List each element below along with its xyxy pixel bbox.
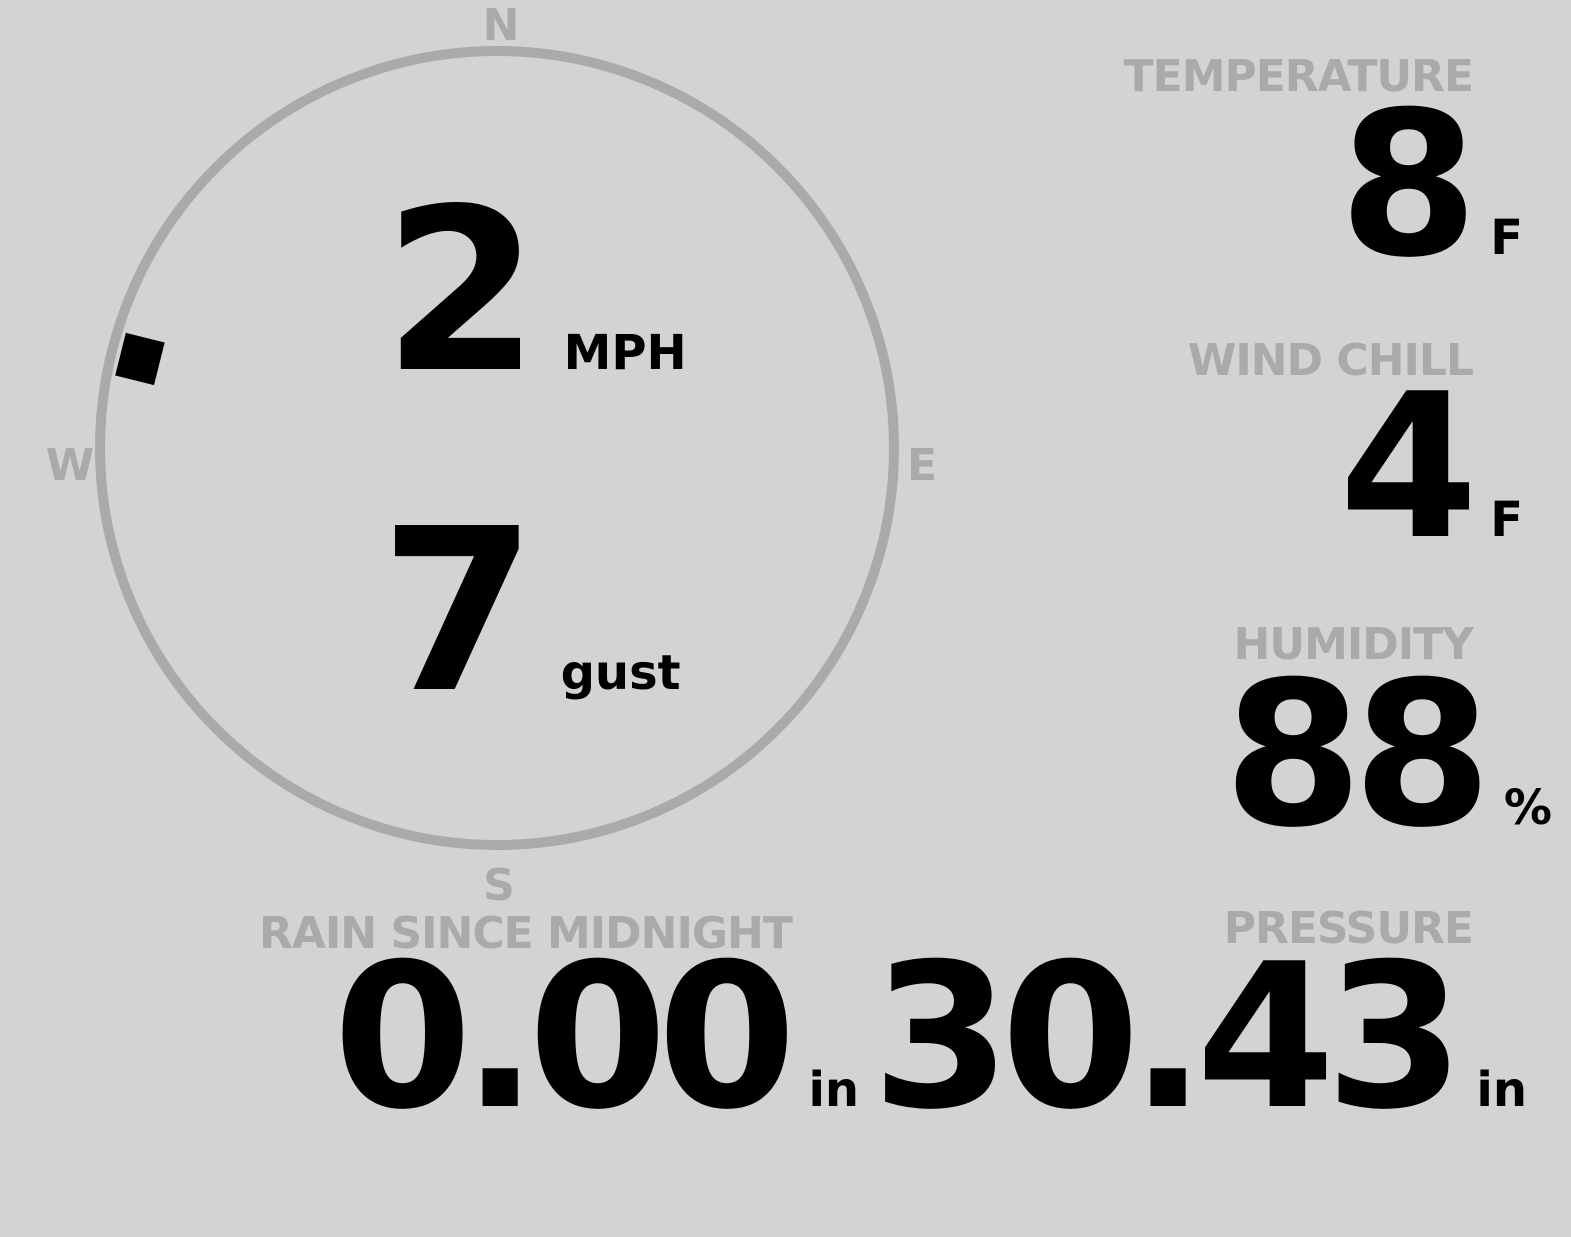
humidity-value: 88 bbox=[1223, 639, 1492, 872]
rain-label: RAIN SINCE MIDNIGHT bbox=[259, 908, 793, 959]
wind-direction-marker bbox=[115, 332, 165, 386]
pressure-unit: in bbox=[1476, 1062, 1527, 1118]
compass-south-label: S bbox=[483, 860, 515, 911]
temperature-label: TEMPERATURE bbox=[1123, 51, 1474, 102]
temperature-unit: F bbox=[1490, 210, 1523, 266]
pressure-label: PRESSURE bbox=[1223, 903, 1474, 954]
wind-speed-unit: MPH bbox=[563, 325, 687, 381]
temperature: 8 F bbox=[1339, 86, 1523, 286]
wind-chill: 4 F bbox=[1339, 368, 1523, 568]
wind-gust-unit: gust bbox=[560, 645, 681, 701]
pressure-value: 30.43 bbox=[871, 921, 1465, 1154]
compass-ring bbox=[95, 46, 899, 850]
compass-east-label: E bbox=[907, 440, 937, 491]
temperature-value: 8 bbox=[1339, 69, 1478, 302]
humidity: 88 % bbox=[1224, 656, 1552, 856]
pressure: 30.43 in bbox=[872, 938, 1527, 1138]
humidity-label: HUMIDITY bbox=[1233, 619, 1474, 670]
wind-chill-unit: F bbox=[1490, 492, 1523, 548]
rain: 0.00 in bbox=[333, 938, 859, 1138]
rain-value: 0.00 bbox=[333, 921, 796, 1154]
wind-chill-value: 4 bbox=[1339, 351, 1478, 584]
wind-speed-value: 2 bbox=[383, 161, 540, 423]
wind-chill-label: WIND CHILL bbox=[1187, 335, 1474, 386]
compass-north-label: N bbox=[483, 0, 520, 51]
compass-west-label: W bbox=[46, 440, 95, 491]
wind-speed: 2 MPH bbox=[383, 180, 687, 405]
humidity-unit: % bbox=[1503, 780, 1552, 836]
wind-gust-value: 7 bbox=[380, 481, 537, 743]
wind-gust: 7 gust bbox=[380, 500, 681, 725]
rain-unit: in bbox=[808, 1062, 860, 1118]
